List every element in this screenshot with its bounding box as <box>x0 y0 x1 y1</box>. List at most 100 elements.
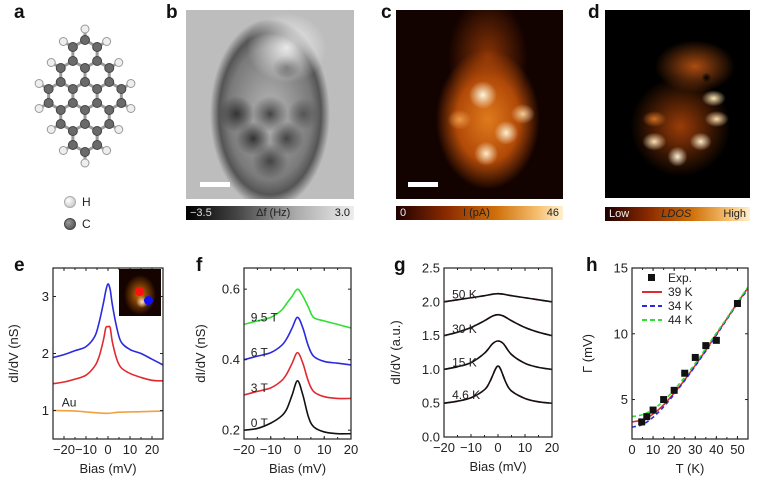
hydrogen-atom <box>80 158 90 168</box>
data-point <box>712 336 720 344</box>
panel-label-e: e <box>14 255 25 276</box>
x-tick-label: −20 <box>233 442 255 457</box>
data-point <box>660 396 668 404</box>
x-tick-label: −20 <box>433 440 455 455</box>
carbon-atom <box>92 84 103 94</box>
x-tick-label: −10 <box>460 440 482 455</box>
x-tick-label: 0 <box>494 440 501 455</box>
x-tick-label: 10 <box>123 442 137 457</box>
carbon-atom <box>80 35 90 45</box>
carbon-atom <box>55 63 66 73</box>
carbon-atom <box>80 105 90 115</box>
carbon-atom <box>104 119 115 129</box>
x-tick-label: −10 <box>260 442 282 457</box>
hydrogen-atom <box>34 104 44 113</box>
x-tick-label: 10 <box>317 442 331 457</box>
carbon-atom <box>80 77 90 87</box>
series-line-0-T <box>244 380 351 435</box>
series-line-Au <box>53 409 163 415</box>
carbon-atom <box>92 126 103 136</box>
series-label: 50 K <box>452 287 477 301</box>
data-point <box>643 413 651 421</box>
chart-g: −20 −10 0 10 20 0.0 0.5 1.0 1.5 2.0 2.5 Bias (mV) dI… <box>388 261 559 475</box>
carbon-atom <box>55 105 66 115</box>
panel-label-d: d <box>588 2 600 23</box>
x-tick-label: −20 <box>53 442 75 457</box>
data-point <box>691 353 699 361</box>
chart-e: −20 −10 0 10 20 1 2 3 Bias (mV) dI/dV (nS) Au <box>6 267 164 476</box>
x-axis-label: Bias (mV) <box>269 461 326 476</box>
x-tick-label: 10 <box>518 440 532 455</box>
x-tick-label: 0 <box>104 442 111 457</box>
carbon-atom <box>67 84 78 94</box>
carbon-atom <box>67 56 78 66</box>
hydrogen-atom <box>126 79 136 88</box>
series-line-red <box>53 325 163 385</box>
y-tick-label: 1.0 <box>422 362 440 377</box>
x-axis-label: T (K) <box>676 461 705 476</box>
colorbar-ldos-title: LDOS <box>661 208 692 220</box>
y-tick-label: 0.2 <box>222 423 240 438</box>
series-label: 0 T <box>251 416 269 430</box>
series-label: 30 K <box>452 322 477 336</box>
series-label: 3 T <box>251 381 269 395</box>
carbon-atom <box>67 126 78 136</box>
data-point <box>638 418 646 426</box>
y-axis-label: dI/dV (nS) <box>6 324 21 383</box>
x-tick-label: 0 <box>628 442 635 457</box>
colorbar-df-max: 3.0 <box>334 207 350 219</box>
plot-area <box>53 283 163 415</box>
afm-image <box>186 10 354 199</box>
legend-exp-label: Exp. <box>668 271 692 285</box>
carbon-atom <box>92 98 103 108</box>
hydrogen-atom <box>58 146 68 155</box>
carbon-atom <box>104 105 115 115</box>
stm-current-image <box>396 10 563 199</box>
carbon-atom <box>80 119 90 129</box>
hydrogen-atom <box>46 125 56 134</box>
colorbar-current-max: 46 <box>546 207 559 219</box>
carbon-atom <box>104 77 115 87</box>
y-tick-label: 3 <box>42 289 49 304</box>
au-label: Au <box>62 396 77 410</box>
x-tick-label: 20 <box>667 442 681 457</box>
hydrogen-atom <box>102 37 112 46</box>
data-point <box>681 369 689 377</box>
colorbar-df-title: Δf (Hz) <box>256 207 291 219</box>
y-tick-label: 1.5 <box>422 328 440 343</box>
y-tick-label: 0.6 <box>222 282 240 297</box>
data-point <box>733 300 741 308</box>
data-point <box>670 386 678 394</box>
y-tick-label: 2.0 <box>422 294 440 309</box>
carbon-atom <box>116 98 127 108</box>
scale-bar <box>200 182 230 187</box>
hydrogen-atom <box>46 58 56 67</box>
legend-exp-marker <box>648 274 655 281</box>
series-label: 9.5 T <box>251 310 279 324</box>
y-tick-label: 0.5 <box>422 396 440 411</box>
hydrogen-atom <box>114 125 124 134</box>
carbon-atom <box>67 98 78 108</box>
x-tick-label: 30 <box>688 442 702 457</box>
x-tick-label: 40 <box>709 442 723 457</box>
y-tick-label: 10 <box>614 326 628 341</box>
x-tick-label: 20 <box>545 440 559 455</box>
x-tick-label: 0 <box>294 442 301 457</box>
chart-f: −20 −10 0 10 20 0.2 0.4 0.6 Bias (mV) dI/dV (nS) 9… <box>193 267 358 476</box>
colorbar-df: −3.5 Δf (Hz) 3.0 <box>186 206 354 220</box>
series-line-6-T <box>244 316 351 366</box>
blue-marker-icon <box>144 296 153 305</box>
carbon-atom <box>55 119 66 129</box>
plot-area <box>632 286 748 428</box>
series-label: 15 K <box>452 356 477 370</box>
y-tick-label: 0.0 <box>422 430 440 445</box>
carbon-atom <box>67 140 78 150</box>
colorbar-ldos: Low LDOS High <box>605 207 750 221</box>
y-axis-label: dI/dV (nS) <box>193 324 208 383</box>
series-line-15-K <box>444 340 552 371</box>
y-axis-label: Γ (mV) <box>580 334 595 373</box>
series-line-46-K <box>444 365 552 404</box>
red-marker-icon <box>135 287 144 296</box>
carbon-atom <box>92 140 103 150</box>
hydrogen-atom <box>34 79 44 88</box>
